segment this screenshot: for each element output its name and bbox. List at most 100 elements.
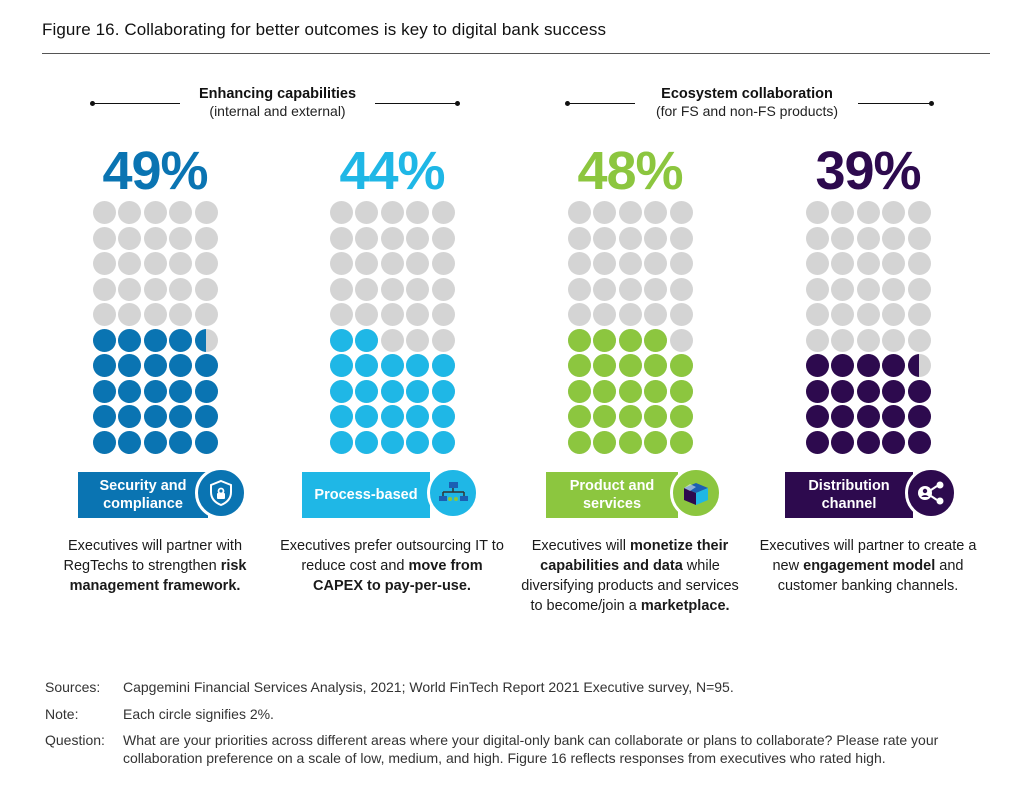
- waffle-dot: [567, 226, 591, 250]
- waffle-dot: [92, 354, 116, 377]
- waffle-grid: [329, 201, 455, 454]
- waffle-dot: [92, 277, 116, 301]
- waffle-dot: [831, 379, 854, 403]
- note-text: Each circle signifies 2%.: [123, 706, 274, 722]
- waffle-dot: [431, 405, 455, 428]
- waffle-dot: [431, 252, 455, 275]
- waffle-dot: [406, 430, 429, 454]
- waffle-dot: [169, 430, 192, 454]
- waffle-dot: [406, 405, 429, 428]
- waffle-dot: [169, 379, 192, 403]
- waffle-dot: [92, 201, 116, 224]
- category-label-line: Process-based: [314, 487, 418, 503]
- waffle-dot: [618, 354, 642, 377]
- waffle-dot: [882, 379, 905, 403]
- question-key: Question:: [45, 732, 105, 748]
- waffle-dot: [593, 252, 616, 275]
- waffle-dot: [669, 430, 693, 454]
- description-emphasis: marketplace.: [640, 598, 730, 614]
- waffle-dot: [143, 201, 167, 224]
- waffle-grid: [805, 201, 931, 454]
- group-header-ecosystem: Ecosystem collaboration (for FS and non-…: [633, 86, 861, 120]
- waffle-dot: [644, 379, 667, 403]
- waffle-grid: [567, 201, 693, 454]
- waffle-dot: [618, 277, 642, 301]
- category-label-line: compliance: [103, 496, 183, 512]
- category-label: Product and services: [546, 472, 678, 518]
- waffle-dot: [169, 226, 192, 250]
- waffle-dot: [329, 354, 353, 377]
- waffle-dot: [431, 379, 455, 403]
- waffle-dot: [856, 252, 880, 275]
- waffle-dot: [831, 226, 854, 250]
- waffle-dot: [593, 405, 616, 428]
- waffle-dot: [593, 328, 616, 352]
- waffle-dot: [169, 328, 192, 352]
- waffle-dot: [669, 226, 693, 250]
- value-label: 49%: [102, 141, 208, 201]
- waffle-dot: [431, 430, 455, 454]
- category-label-line: services: [582, 496, 642, 512]
- category-label-text: Security and compliance: [99, 477, 186, 513]
- waffle-dot: [618, 430, 642, 454]
- waffle-dot: [169, 277, 192, 301]
- waffle-dot: [907, 252, 931, 275]
- sources-row: Sources: Capgemini Financial Services An…: [45, 678, 1005, 696]
- group-title: Enhancing capabilities: [198, 86, 357, 102]
- waffle-dot: [618, 328, 642, 352]
- bracket-line-left: [567, 103, 635, 104]
- description-emphasis: risk management framework.: [69, 558, 247, 594]
- waffle-dot: [805, 354, 829, 377]
- waffle-dot: [831, 277, 854, 301]
- waffle-dot: [644, 405, 667, 428]
- waffle-dot: [567, 379, 591, 403]
- waffle-dot: [882, 328, 905, 352]
- waffle-dot: [644, 226, 667, 250]
- waffle-dot: [355, 328, 378, 352]
- waffle-dot: [431, 226, 455, 250]
- waffle-dot: [882, 226, 905, 250]
- waffle-dot: [644, 328, 667, 352]
- waffle-dot: [194, 354, 218, 377]
- waffle-dot: [644, 252, 667, 275]
- category-description: Executives prefer outsourcing IT to redu…: [277, 536, 507, 596]
- waffle-dot: [329, 405, 353, 428]
- question-row: Question: What are your priorities acros…: [45, 731, 1005, 791]
- waffle-dot: [907, 226, 931, 250]
- waffle-dot: [431, 277, 455, 301]
- waffle-dot: [329, 226, 353, 250]
- waffle-dot: [805, 252, 829, 275]
- waffle-dot: [669, 277, 693, 301]
- waffle-dot: [406, 354, 429, 377]
- sources-text: Capgemini Financial Services Analysis, 2…: [123, 679, 734, 695]
- waffle-grid: [92, 201, 218, 454]
- waffle-dot: [355, 430, 378, 454]
- waffle-dot: [169, 405, 192, 428]
- waffle-dot: [567, 405, 591, 428]
- waffle-dot: [431, 354, 455, 377]
- waffle-dot: [406, 277, 429, 301]
- waffle-dot: [856, 405, 880, 428]
- figure-title: Figure 16. Collaborating for better outc…: [42, 20, 607, 39]
- waffle-dot: [194, 303, 218, 326]
- waffle-dot: [329, 201, 353, 224]
- waffle-dot: [567, 328, 591, 352]
- category-description: Executives will partner with RegTechs to…: [40, 536, 270, 596]
- waffle-dot: [567, 303, 591, 326]
- waffle-dot: [805, 379, 829, 403]
- waffle-dot: [856, 328, 880, 352]
- waffle-dot: [882, 277, 905, 301]
- waffle-dot: [882, 201, 905, 224]
- waffle-dot: [92, 430, 116, 454]
- waffle-dot: [355, 379, 378, 403]
- waffle-dot: [380, 252, 404, 275]
- note-key: Note:: [45, 706, 79, 722]
- waffle-dot: [355, 252, 378, 275]
- waffle-dot: [805, 430, 829, 454]
- waffle-dot: [118, 430, 141, 454]
- category-label-line: Product and: [569, 478, 655, 494]
- waffle-dot: [431, 303, 455, 326]
- waffle-dot: [856, 354, 880, 377]
- waffle-dot: [882, 303, 905, 326]
- waffle-dot: [169, 303, 192, 326]
